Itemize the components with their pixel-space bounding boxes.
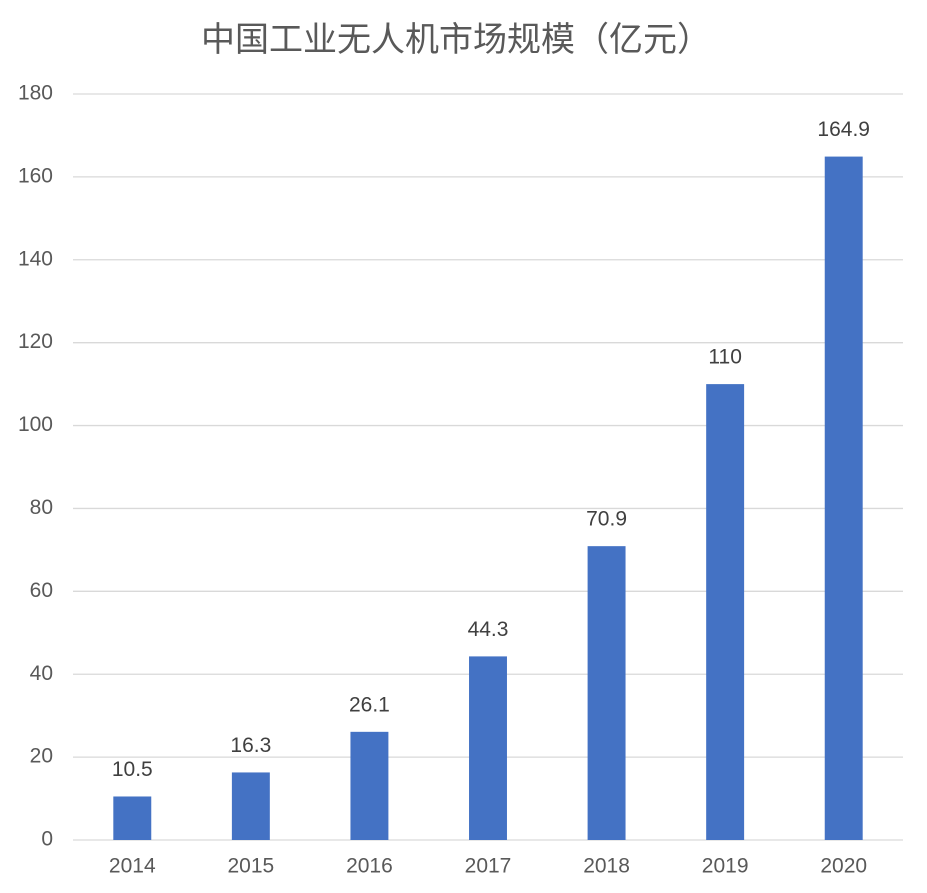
y-tick-label: 40 <box>30 662 53 685</box>
y-tick-label: 180 <box>18 82 53 105</box>
value-label: 70.9 <box>586 508 627 531</box>
value-label: 10.5 <box>112 758 153 781</box>
y-tick-label: 100 <box>18 413 53 436</box>
x-tick-label: 2015 <box>227 855 274 878</box>
value-label: 26.1 <box>349 693 390 716</box>
y-tick-label: 60 <box>30 579 53 602</box>
value-label: 44.3 <box>468 618 509 641</box>
bar <box>231 772 270 840</box>
bar <box>706 384 745 840</box>
bar <box>824 156 863 840</box>
bar <box>469 656 507 840</box>
y-tick-label: 20 <box>30 745 53 768</box>
value-label: 110 <box>708 346 741 369</box>
y-tick-label: 120 <box>18 330 53 353</box>
bar <box>350 731 389 840</box>
bar <box>587 546 626 840</box>
y-tick-label: 80 <box>30 496 53 519</box>
x-tick-label: 2020 <box>820 855 867 878</box>
value-label: 164.9 <box>817 118 870 141</box>
y-tick-label: 160 <box>18 164 53 187</box>
x-tick-label: 2014 <box>109 855 156 878</box>
x-tick-label: 2018 <box>583 855 630 878</box>
chart-title: 中国工业无人机市场规模（亿元） <box>201 21 711 59</box>
y-tick-label: 140 <box>18 247 53 270</box>
bar <box>113 796 152 840</box>
value-label: 16.3 <box>230 734 271 757</box>
x-tick-label: 2017 <box>465 855 512 878</box>
x-tick-label: 2016 <box>346 855 393 878</box>
x-tick-label: 2019 <box>702 855 749 878</box>
y-tick-label: 0 <box>41 828 53 851</box>
